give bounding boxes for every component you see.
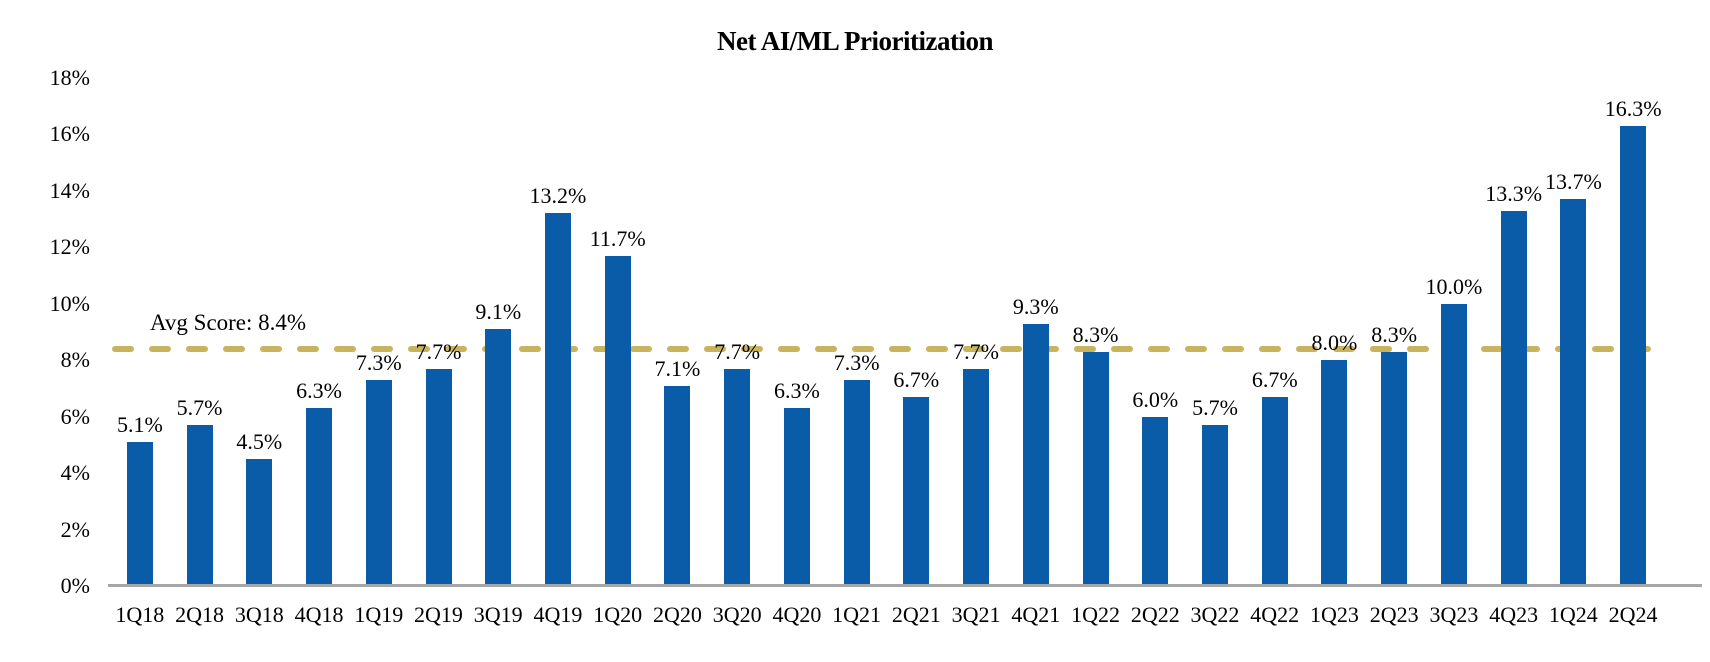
bar-value-label: 8.0% — [1311, 330, 1358, 356]
bar-value-label: 5.7% — [1192, 395, 1238, 421]
y-axis-tick: 10% — [49, 290, 90, 316]
x-axis-label: 3Q20 — [712, 602, 762, 627]
bar — [485, 329, 512, 586]
bar-value-label: 7.7% — [714, 338, 761, 364]
bar — [425, 368, 452, 586]
y-axis-tick: 6% — [60, 403, 90, 429]
bar-value-label: 7.3% — [833, 349, 880, 375]
bar-value-label: 13.3% — [1485, 180, 1543, 206]
bar — [1440, 303, 1467, 586]
x-axis-label: 2Q22 — [1130, 602, 1180, 627]
bar-value-label: 9.3% — [1012, 293, 1059, 319]
bar — [544, 213, 571, 586]
y-axis-tick: 12% — [49, 234, 90, 260]
bar-value-label: 16.3% — [1604, 96, 1662, 121]
bar — [1321, 360, 1348, 586]
bar-value-label: 7.7% — [415, 338, 462, 364]
bar — [1500, 210, 1527, 586]
y-axis-tick: 16% — [49, 121, 90, 147]
bar — [246, 459, 273, 586]
bar-value-label: 13.7% — [1544, 169, 1602, 195]
x-axis-label: 4Q19 — [533, 602, 583, 627]
bar — [604, 255, 631, 586]
x-axis-label: 4Q23 — [1489, 602, 1539, 627]
x-axis-label: 4Q18 — [294, 602, 344, 627]
x-axis-label: 3Q19 — [473, 602, 523, 627]
y-axis-tick: 2% — [60, 516, 90, 542]
bar — [783, 408, 810, 586]
x-axis-label: 4Q22 — [1250, 602, 1300, 627]
y-axis-tick: 8% — [60, 347, 90, 373]
x-axis-line — [108, 584, 1702, 587]
x-axis-label: 1Q19 — [354, 602, 404, 627]
x-axis-label: 1Q23 — [1310, 602, 1359, 627]
bar — [903, 396, 930, 586]
bar-value-label: 6.7% — [893, 366, 940, 392]
bar — [306, 408, 333, 586]
x-axis-label: 2Q19 — [414, 602, 463, 627]
bar-value-label: 4.5% — [236, 429, 283, 454]
x-axis-label: 1Q22 — [1071, 602, 1120, 627]
bar — [365, 379, 392, 586]
bar — [186, 425, 213, 586]
bar — [963, 368, 990, 586]
bar — [724, 368, 751, 586]
y-axis-tick: 18% — [49, 65, 90, 91]
bar-value-label: 5.7% — [176, 395, 223, 421]
bar-value-label: 10.0% — [1425, 273, 1483, 299]
x-axis-label: 2Q23 — [1369, 602, 1419, 627]
bar-value-label: 7.3% — [355, 349, 402, 375]
bar — [1381, 351, 1408, 586]
bar-value-label: 7.1% — [654, 355, 701, 381]
bar-value-label: 6.0% — [1132, 386, 1179, 412]
bar-value-label: 11.7% — [589, 225, 646, 251]
bar — [1620, 126, 1647, 586]
x-axis-label: 3Q21 — [951, 602, 1001, 627]
bar-value-label: 6.3% — [773, 378, 820, 404]
bar-value-label: 5.1% — [116, 412, 163, 438]
x-axis-label: 4Q20 — [772, 602, 822, 627]
x-axis-label: 2Q20 — [652, 602, 702, 627]
bar-value-label: 13.2% — [529, 183, 587, 209]
bar-value-label: 6.3% — [296, 378, 342, 404]
x-axis-label: 1Q21 — [832, 602, 882, 627]
bar-value-label: 6.7% — [1251, 366, 1298, 392]
y-axis-tick: 4% — [60, 460, 90, 486]
y-axis-tick: 14% — [49, 177, 90, 203]
bar-value-label: 8.3% — [1371, 321, 1418, 347]
y-axis-tick: 0% — [60, 573, 90, 598]
x-axis-label: 3Q22 — [1190, 602, 1240, 627]
avg-line-label: Avg Score: 8.4% — [150, 310, 307, 335]
x-axis-label: 3Q18 — [234, 602, 284, 627]
x-axis-label: 4Q21 — [1011, 602, 1061, 627]
x-axis-label: 1Q20 — [593, 602, 643, 627]
bar — [1082, 351, 1109, 586]
x-axis-label: 1Q24 — [1548, 602, 1598, 627]
bar — [1142, 416, 1169, 586]
bar — [664, 385, 691, 586]
x-axis-label: 2Q21 — [891, 602, 941, 627]
x-axis-label: 3Q23 — [1429, 602, 1479, 627]
bar-value-label: 7.7% — [953, 338, 999, 364]
x-axis-label: 2Q18 — [175, 602, 225, 627]
bar — [1202, 425, 1228, 586]
bar-value-label: 9.1% — [475, 299, 522, 325]
bar — [1022, 323, 1049, 586]
bar — [843, 379, 870, 586]
bar — [1261, 396, 1288, 586]
bar — [126, 442, 153, 586]
chart-title: Net AI/ML Prioritization — [717, 26, 993, 56]
x-axis-label: 2Q24 — [1608, 602, 1658, 627]
x-axis-label: 1Q18 — [115, 602, 165, 627]
bar — [1560, 199, 1587, 586]
bar-value-label: 8.3% — [1072, 321, 1119, 347]
